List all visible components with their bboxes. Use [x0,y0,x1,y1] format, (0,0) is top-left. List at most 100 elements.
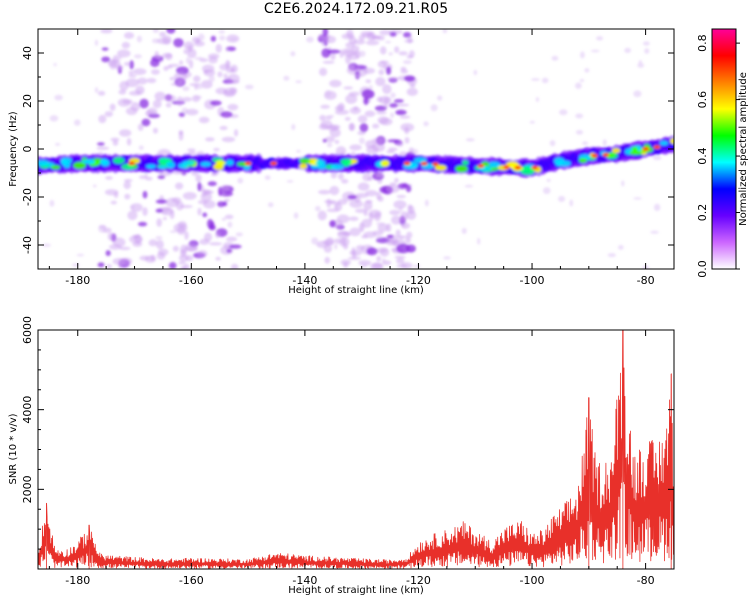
spectrogram-noise-blob [357,115,368,123]
spectrogram-noise-blob [215,256,221,261]
spectrogram-noise-blob [382,84,392,95]
spectrogram-noise-blob [543,187,551,195]
spectrogram-noise-blob [193,75,201,83]
spectrogram-noise-blob [558,195,566,203]
spectrogram-noise-blob [194,95,202,99]
spectrogram-noise-blob [389,31,397,37]
spectrogram-noise-blob [154,91,166,101]
spectrogram-noise-blob [49,199,55,207]
spectrogram-noise-blob [386,66,392,75]
spectrogram-band-core [315,160,326,166]
spectrogram-noise-blob [354,73,363,78]
spectrogram-noise-blob [194,56,204,61]
snr-x-tick-label: -120 [406,574,431,587]
spectrogram-band-core [434,164,447,171]
spectrogram-noise-blob [398,235,404,240]
spectrogram-x-tick-label: -120 [406,274,431,287]
spectrogram-noise-blob [633,197,642,200]
spectrogram-noise-blob [354,208,368,214]
spectrogram-noise-blob [207,181,217,187]
colorbar-tick-label: 0.0 [696,260,709,278]
spectrogram-noise-blob [118,89,127,95]
spectrogram-hotspot [271,162,276,165]
snr-x-tick-label: -100 [520,574,545,587]
spectrogram-noise-blob [136,35,143,43]
spectrogram-noise-blob [403,75,416,82]
spectrogram-noise-blob [215,43,223,53]
spectrogram-noise-blob [637,62,645,68]
spectrogram-noise-blob [200,192,213,202]
spectrogram-hotspot [478,164,483,168]
spectrogram-noise-blob [118,55,123,60]
spectrogram-noise-blob [157,55,162,60]
spectrogram-noise-blob [181,107,189,115]
spectrogram-noise-blob [394,46,400,54]
spectrogram-noise-blob [227,221,233,228]
spectrogram-noise-blob [401,183,409,187]
spectrogram-noise-blob [198,33,205,41]
spectrogram-noise-blob [385,240,400,246]
spectrogram-noise-blob [430,104,438,112]
spectrogram-noise-blob [141,118,151,127]
spectrogram-band-core [81,159,95,164]
spectrogram-noise-blob [132,241,143,247]
spectrogram-noise-blob [386,150,395,154]
spectrogram-noise-blob [406,87,418,97]
spectrogram-noise-blob [163,66,169,71]
spectrogram-noise-blob [218,30,226,34]
spectrogram-noise-blob [365,40,380,46]
spectrogram-noise-blob [94,39,99,46]
spectrogram-noise-blob [400,69,409,74]
spectrogram-noise-blob [584,68,590,73]
spectrogram-noise-blob [229,38,238,41]
spectrogram-noise-blob [383,104,389,108]
spectrogram-noise-blob [220,111,233,118]
spectrogram-hotspot [246,162,251,165]
spectrogram-noise-blob [107,232,115,241]
spectrogram-y-tick-label: -40 [21,236,34,254]
spectrogram-band-core [38,160,50,166]
spectrogram-hotspot [433,162,438,166]
spectrogram-noise-blob [138,145,144,151]
spectrogram-noise-blob [348,91,360,97]
spectrogram-noise-blob [202,212,208,218]
spectrogram-hotspot [422,162,427,165]
spectrogram-noise-blob [363,200,373,211]
spectrogram-noise-blob [319,114,326,121]
spectrogram-noise-blob [230,263,239,269]
spectrogram-noise-blob [321,48,331,58]
spectrogram-noise-blob [182,96,192,102]
spectrogram-noise-blob [376,191,382,200]
spectrogram-noise-blob [334,106,340,111]
spectrogram-band-core [629,150,643,155]
spectrogram-noise-blob [423,121,429,127]
spectrogram-noise-blob [233,129,239,137]
spectrogram-noise-blob [549,140,556,147]
spectrogram-noise-blob [209,221,215,230]
spectrogram-noise-blob [370,262,384,269]
spectrogram-noise-blob [390,92,396,99]
spectrogram-noise-blob [650,230,659,234]
spectrogram-noise-blob [130,101,141,112]
spectrogram-noise-blob [461,227,467,234]
spectrogram-noise-blob [323,244,333,253]
spectrogram-noise-blob [97,90,106,96]
spectrogram-noise-blob [197,250,208,258]
spectrogram-noise-blob [337,198,348,205]
spectrogram-noise-blob [624,47,632,54]
spectrogram-noise-blob [112,237,126,248]
spectrogram-noise-blob [372,137,385,144]
spectrogram-noise-blob [221,217,226,221]
spectrogram-noise-blob [169,230,177,233]
spectrogram-hotspot [643,147,648,151]
spectrogram-noise-blob [329,220,336,228]
spectrogram-noise-blob [208,75,215,83]
spectrogram-noise-blob [149,110,157,116]
spectrogram-noise-blob [579,78,585,83]
spectrogram-noise-blob [363,67,376,74]
spectrogram-noise-blob [179,60,184,66]
spectrogram-noise-blob [334,109,349,115]
snr-y-tick-label: 4000 [21,396,34,424]
spectrogram-noise-blob [318,67,328,77]
spectrogram-noise-blob [171,197,182,203]
